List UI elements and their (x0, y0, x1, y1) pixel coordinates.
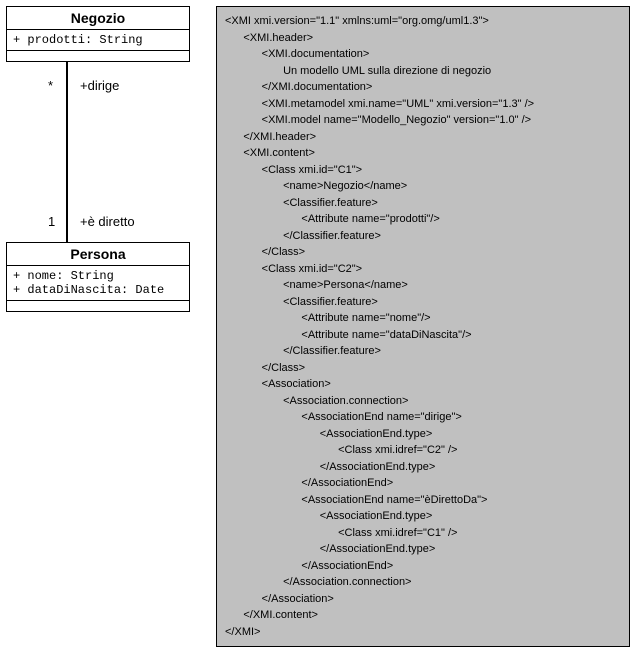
attribute-line: + prodotti: String (13, 33, 183, 47)
class-name: Persona (7, 243, 189, 266)
class-operations (7, 51, 189, 61)
role-bottom: +è diretto (80, 214, 135, 229)
uml-diagram: Negozio + prodotti: String * +dirige 1 +… (6, 6, 200, 647)
class-attributes: + nome: String + dataDiNascita: Date (7, 266, 189, 301)
uml-class-negozio: Negozio + prodotti: String (6, 6, 190, 62)
class-operations (7, 301, 189, 311)
class-name: Negozio (7, 7, 189, 30)
uml-class-persona: Persona + nome: String + dataDiNascita: … (6, 242, 190, 312)
page-container: Negozio + prodotti: String * +dirige 1 +… (0, 0, 636, 653)
role-top: +dirige (80, 78, 119, 93)
class-attributes: + prodotti: String (7, 30, 189, 51)
attribute-line: + dataDiNascita: Date (13, 283, 183, 297)
xml-code-panel: <XMI xmi.version="1.1" xmlns:uml="org.om… (216, 6, 630, 647)
attribute-line: + nome: String (13, 269, 183, 283)
multiplicity-top: * (48, 78, 53, 93)
multiplicity-bottom: 1 (48, 214, 55, 229)
association-line (66, 62, 68, 242)
